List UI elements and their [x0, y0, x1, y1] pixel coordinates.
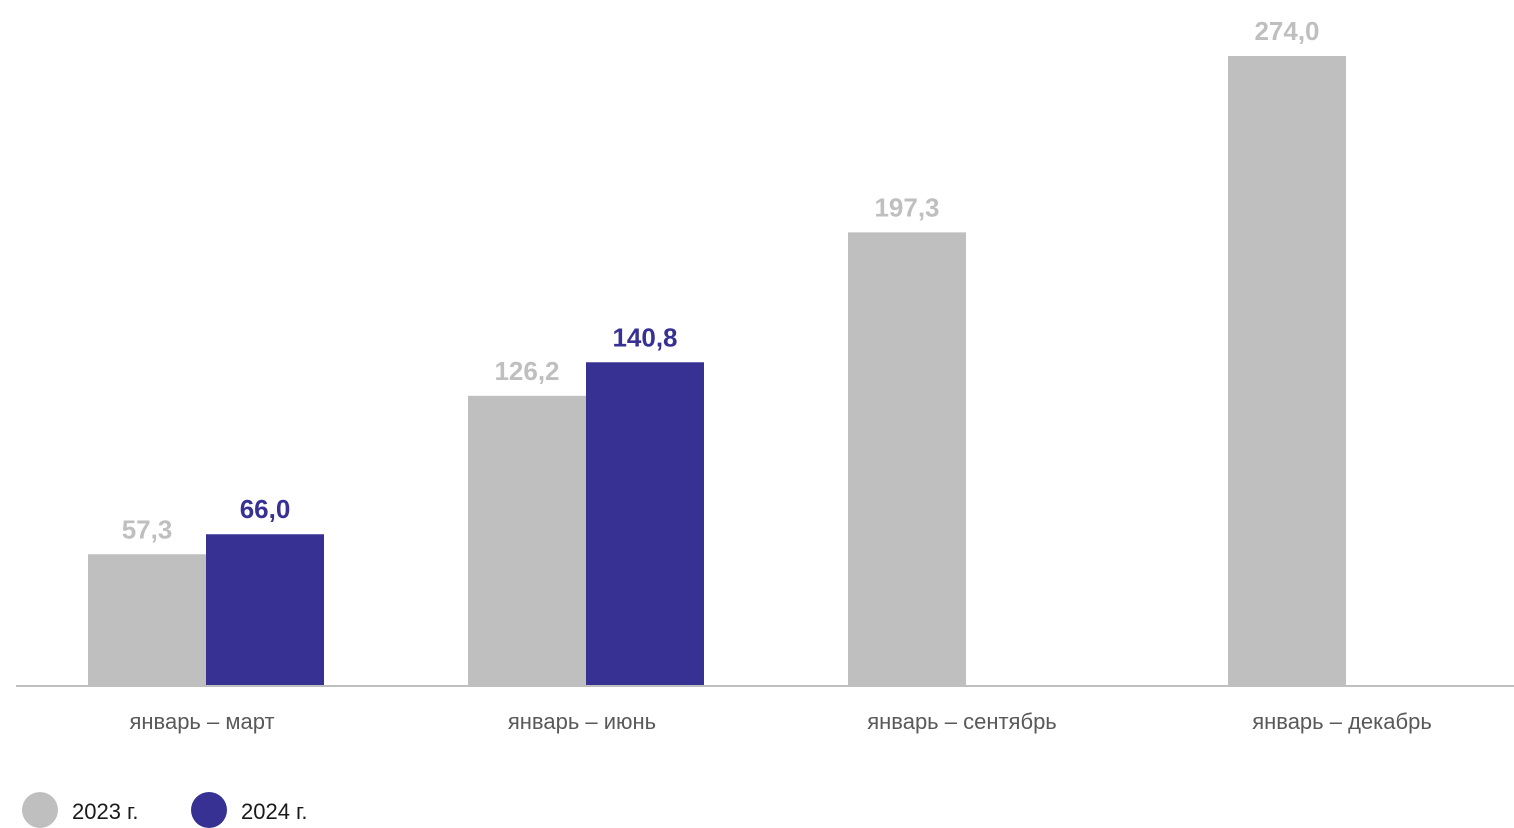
bar-series2-cat2 [586, 362, 704, 686]
x-tick-label-4: январь – декабрь [1252, 709, 1432, 734]
bar-series1-cat4 [1228, 56, 1346, 686]
bar-series2-cat1 [206, 534, 324, 686]
x-tick-label-2: январь – июнь [508, 709, 656, 734]
data-label-series1-cat4: 274,0 [1254, 16, 1319, 46]
data-label-series2-cat2: 140,8 [612, 322, 677, 352]
x-tick-labels: январь – март январь – июнь январь – сентя… [129, 709, 1431, 734]
bars-layer [88, 56, 1346, 687]
legend: 2023 г. 2024 г. [22, 792, 308, 828]
legend-label-2: 2024 г. [241, 799, 308, 824]
legend-label-1: 2023 г. [72, 799, 139, 824]
data-label-series1-cat3: 197,3 [874, 192, 939, 222]
bar-series1-cat2 [468, 395, 586, 686]
legend-marker-1 [22, 792, 58, 828]
data-label-series1-cat1: 57,3 [122, 514, 173, 544]
x-tick-label-1: январь – март [129, 709, 274, 734]
x-tick-label-3: январь – сентябрь [867, 709, 1057, 734]
bar-series1-cat3 [848, 232, 966, 687]
legend-marker-2 [191, 792, 227, 828]
data-label-series1-cat2: 126,2 [494, 356, 559, 386]
data-label-series2-cat1: 66,0 [240, 494, 291, 524]
value-labels-layer: 57,3 66,0 126,2 140,8 197,3 274,0 [122, 16, 1320, 544]
bar-series1-cat1 [88, 554, 206, 686]
